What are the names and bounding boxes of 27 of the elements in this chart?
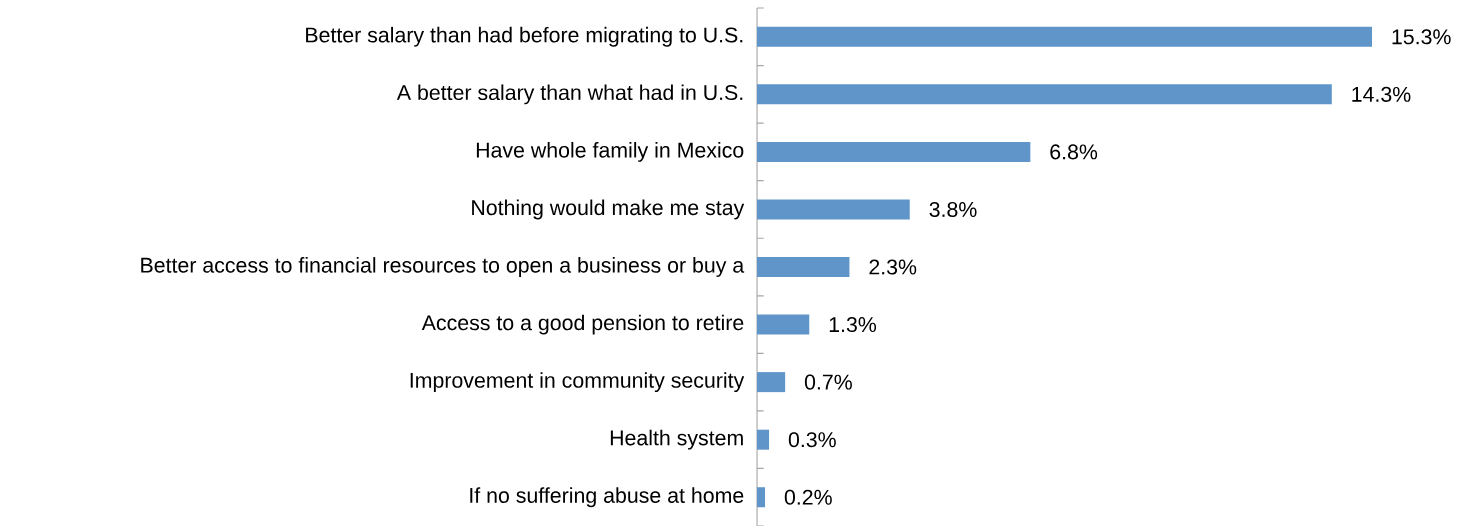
y-tick-label: A better salary than what had in U.S.: [396, 84, 743, 105]
bar: [757, 429, 770, 450]
bar: [757, 257, 850, 278]
y-tick-label: Better access to financial resources to open a business or buy a: [141, 257, 745, 277]
data-label: 15.3%: [1392, 29, 1451, 45]
bar: [757, 314, 810, 335]
y-tick-label: Have whole family in Mexico: [476, 141, 744, 162]
data-label: 3.8%: [929, 201, 977, 218]
y-tick-label: Health system: [610, 429, 743, 450]
bar: [757, 372, 786, 393]
y-tick-label: Better salary than had before migrating to U.S.: [306, 26, 743, 47]
data-label: 6.8%: [1050, 144, 1098, 160]
data-label: 0.7%: [804, 374, 852, 390]
y-tick-label: Access to a good pension to retire: [421, 314, 744, 335]
bar: [757, 141, 1031, 162]
bar: [757, 487, 766, 508]
data-label: 14.3%: [1352, 86, 1411, 102]
data-label: 2.3%: [869, 259, 917, 275]
bar: [757, 84, 1332, 105]
bar: [757, 199, 910, 220]
y-tick-label: Improvement in community security: [410, 372, 745, 393]
bar: [757, 26, 1372, 47]
y-tick-label: Nothing would make me stay: [472, 199, 745, 220]
y-tick-label: If no suffering abuse at home: [470, 487, 744, 508]
data-label: 1.3%: [829, 317, 877, 333]
data-label: 0.2%: [784, 489, 832, 505]
data-label: 0.3%: [788, 432, 836, 448]
